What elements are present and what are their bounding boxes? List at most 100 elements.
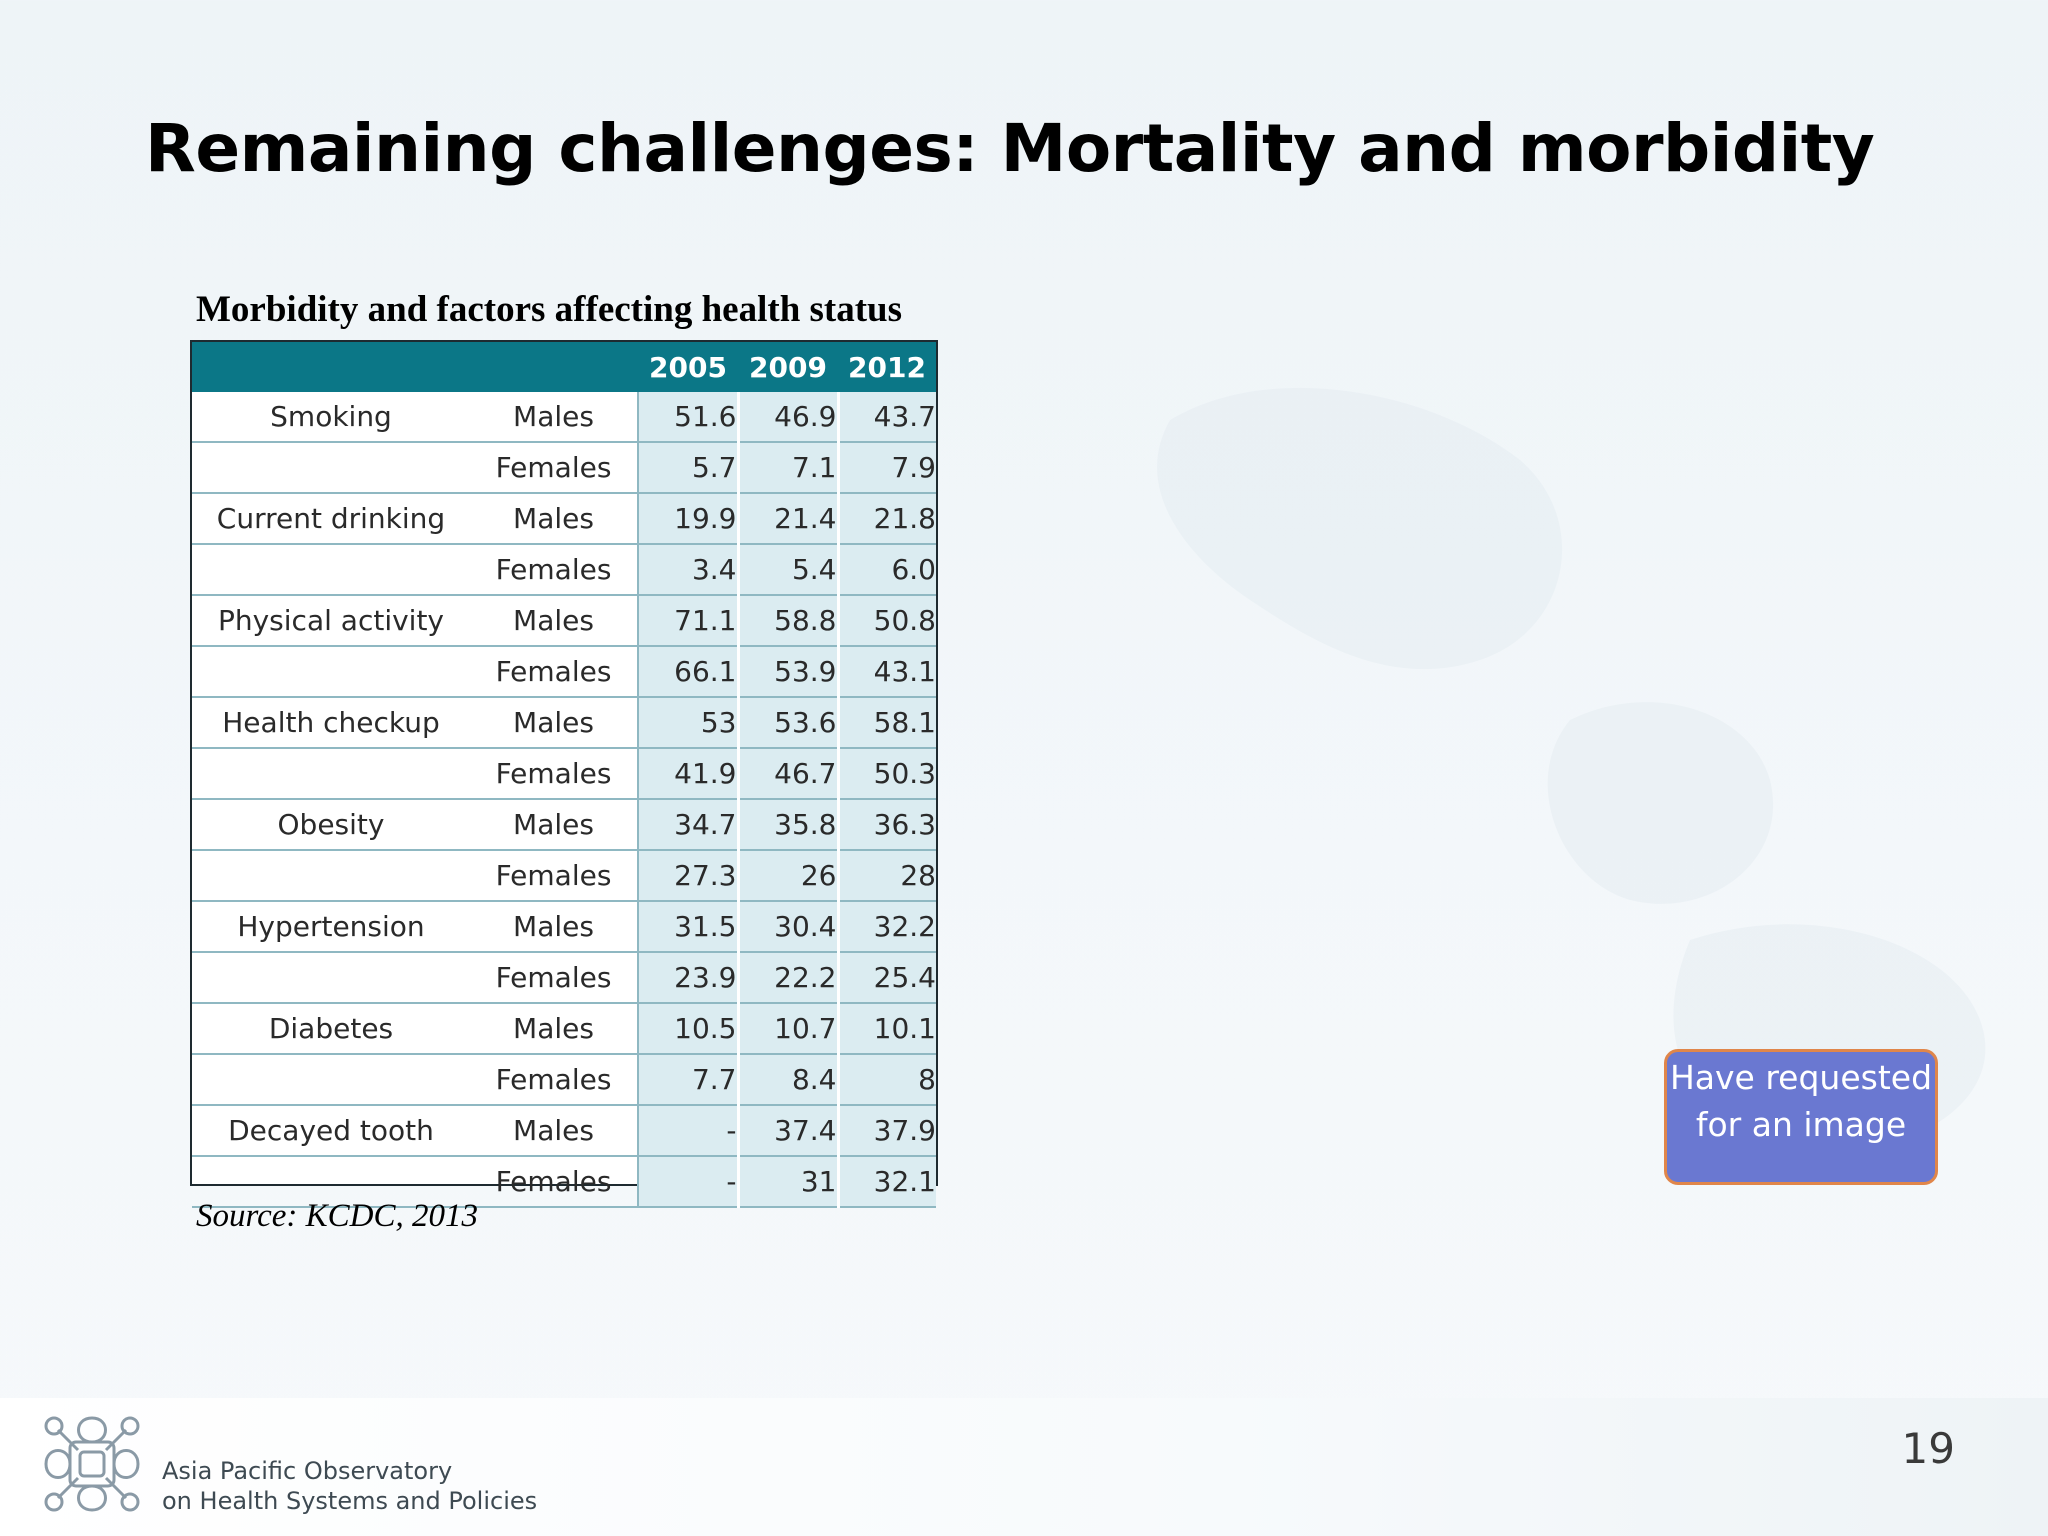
value-2005-cell: 34.7 xyxy=(638,799,740,851)
value-2005-cell: 5.7 xyxy=(638,442,740,494)
value-2005-cell: 31.5 xyxy=(638,901,740,953)
sex-cell: Females xyxy=(470,1054,639,1106)
table-row: Physical activity Males 71.1 58.8 50.8 xyxy=(192,595,936,647)
value-2009-cell: 31 xyxy=(738,1156,840,1208)
table-row: Females 41.9 46.7 50.3 xyxy=(192,748,936,800)
value-2012-cell: 43.1 xyxy=(838,646,936,698)
value-2009-cell: 8.4 xyxy=(738,1054,840,1106)
value-2005-cell: 19.9 xyxy=(638,493,740,545)
sex-cell: Males xyxy=(470,392,639,443)
column-header-2005: 2005 xyxy=(638,342,738,392)
value-2005-cell: 7.7 xyxy=(638,1054,740,1106)
measure-cell: Decayed tooth xyxy=(192,1105,470,1157)
measure-cell xyxy=(192,952,470,1004)
measure-cell xyxy=(192,646,470,698)
sex-cell: Males xyxy=(470,901,639,953)
sex-cell: Females xyxy=(470,748,639,800)
value-2009-cell: 7.1 xyxy=(738,442,840,494)
table-row: Health checkup Males 53 53.6 58.1 xyxy=(192,697,936,749)
value-2009-cell: 10.7 xyxy=(738,1003,840,1055)
table-row: Diabetes Males 10.5 10.7 10.1 xyxy=(192,1003,936,1055)
measure-cell: Current drinking xyxy=(192,493,470,545)
sex-cell: Females xyxy=(470,1156,639,1208)
sex-cell: Males xyxy=(470,493,639,545)
measure-cell: Hypertension xyxy=(192,901,470,953)
value-2005-cell: 41.9 xyxy=(638,748,740,800)
data-table: 2005 2009 2012 Smoking Males 51.6 46.9 43.7 F… xyxy=(192,342,936,1208)
value-2005-cell: 3.4 xyxy=(638,544,740,596)
sex-cell: Males xyxy=(470,595,639,647)
value-2012-cell: 36.3 xyxy=(838,799,936,851)
value-2009-cell: 53.9 xyxy=(738,646,840,698)
value-2009-cell: 5.4 xyxy=(738,544,840,596)
value-2009-cell: 26 xyxy=(738,850,840,902)
value-2009-cell: 21.4 xyxy=(738,493,840,545)
value-2012-cell: 32.1 xyxy=(838,1156,936,1208)
column-header-2009: 2009 xyxy=(738,342,838,392)
table-row: Females 7.7 8.4 8 xyxy=(192,1054,936,1106)
table-body: Smoking Males 51.6 46.9 43.7 Females 5.7 7.1 7.9… xyxy=(192,392,936,1208)
value-2012-cell: 10.1 xyxy=(838,1003,936,1055)
sex-cell: Females xyxy=(470,646,639,698)
value-2005-cell: 10.5 xyxy=(638,1003,740,1055)
measure-cell xyxy=(192,850,470,902)
measure-cell: Physical activity xyxy=(192,595,470,647)
value-2009-cell: 35.8 xyxy=(738,799,840,851)
column-header xyxy=(470,342,638,392)
table-row: Hypertension Males 31.5 30.4 32.2 xyxy=(192,901,936,953)
value-2012-cell: 50.8 xyxy=(838,595,936,647)
value-2012-cell: 50.3 xyxy=(838,748,936,800)
observatory-knot-logo-icon xyxy=(44,1416,140,1512)
value-2009-cell: 58.8 xyxy=(738,595,840,647)
value-2012-cell: 43.7 xyxy=(838,392,936,443)
value-2012-cell: 8 xyxy=(838,1054,936,1106)
page-number: 19 xyxy=(1901,1424,1955,1473)
measure-cell xyxy=(192,1156,470,1208)
value-2012-cell: 58.1 xyxy=(838,697,936,749)
column-header-2012: 2012 xyxy=(838,342,936,392)
table-row: Smoking Males 51.6 46.9 43.7 xyxy=(192,392,936,443)
table-caption: Morbidity and factors affecting health s… xyxy=(196,289,903,330)
slide-title: Remaining challenges: Mortality and morb… xyxy=(145,110,1875,187)
image-request-note: Have requested for an image xyxy=(1664,1049,1938,1185)
table-header-row: 2005 2009 2012 xyxy=(192,342,936,392)
organization-name: Asia Pacific Observatory on Health Syste… xyxy=(162,1456,537,1516)
measure-cell: Diabetes xyxy=(192,1003,470,1055)
sex-cell: Males xyxy=(470,697,639,749)
value-2012-cell: 6.0 xyxy=(838,544,936,596)
value-2009-cell: 22.2 xyxy=(738,952,840,1004)
sex-cell: Males xyxy=(470,799,639,851)
value-2009-cell: 46.9 xyxy=(738,392,840,443)
value-2005-cell: 23.9 xyxy=(638,952,740,1004)
value-2005-cell: - xyxy=(638,1105,740,1157)
value-2009-cell: 53.6 xyxy=(738,697,840,749)
sex-cell: Males xyxy=(470,1003,639,1055)
table-row: Current drinking Males 19.9 21.4 21.8 xyxy=(192,493,936,545)
measure-cell: Smoking xyxy=(192,392,470,443)
value-2005-cell: 71.1 xyxy=(638,595,740,647)
table-row: Females 3.4 5.4 6.0 xyxy=(192,544,936,596)
value-2009-cell: 37.4 xyxy=(738,1105,840,1157)
measure-cell xyxy=(192,544,470,596)
value-2012-cell: 32.2 xyxy=(838,901,936,953)
value-2005-cell: - xyxy=(638,1156,740,1208)
value-2012-cell: 37.9 xyxy=(838,1105,936,1157)
table-row: Females 23.9 22.2 25.4 xyxy=(192,952,936,1004)
footer-bar xyxy=(0,1398,2048,1536)
org-name-line1: Asia Pacific Observatory xyxy=(162,1457,453,1485)
value-2005-cell: 27.3 xyxy=(638,850,740,902)
sex-cell: Females xyxy=(470,850,639,902)
table-row: Females -31 32.1 xyxy=(192,1156,936,1208)
sex-cell: Females xyxy=(470,442,639,494)
sex-cell: Males xyxy=(470,1105,639,1157)
org-name-line2: on Health Systems and Policies xyxy=(162,1487,538,1515)
table-row: Females 27.3 26 28 xyxy=(192,850,936,902)
value-2012-cell: 21.8 xyxy=(838,493,936,545)
table-row: Decayed tooth Males -37.4 37.9 xyxy=(192,1105,936,1157)
value-2009-cell: 30.4 xyxy=(738,901,840,953)
value-2005-cell: 66.1 xyxy=(638,646,740,698)
value-2012-cell: 7.9 xyxy=(838,442,936,494)
measure-cell xyxy=(192,442,470,494)
table-source-note: Source: KCDC, 2013 xyxy=(196,1198,479,1234)
value-2005-cell: 51.6 xyxy=(638,392,740,443)
